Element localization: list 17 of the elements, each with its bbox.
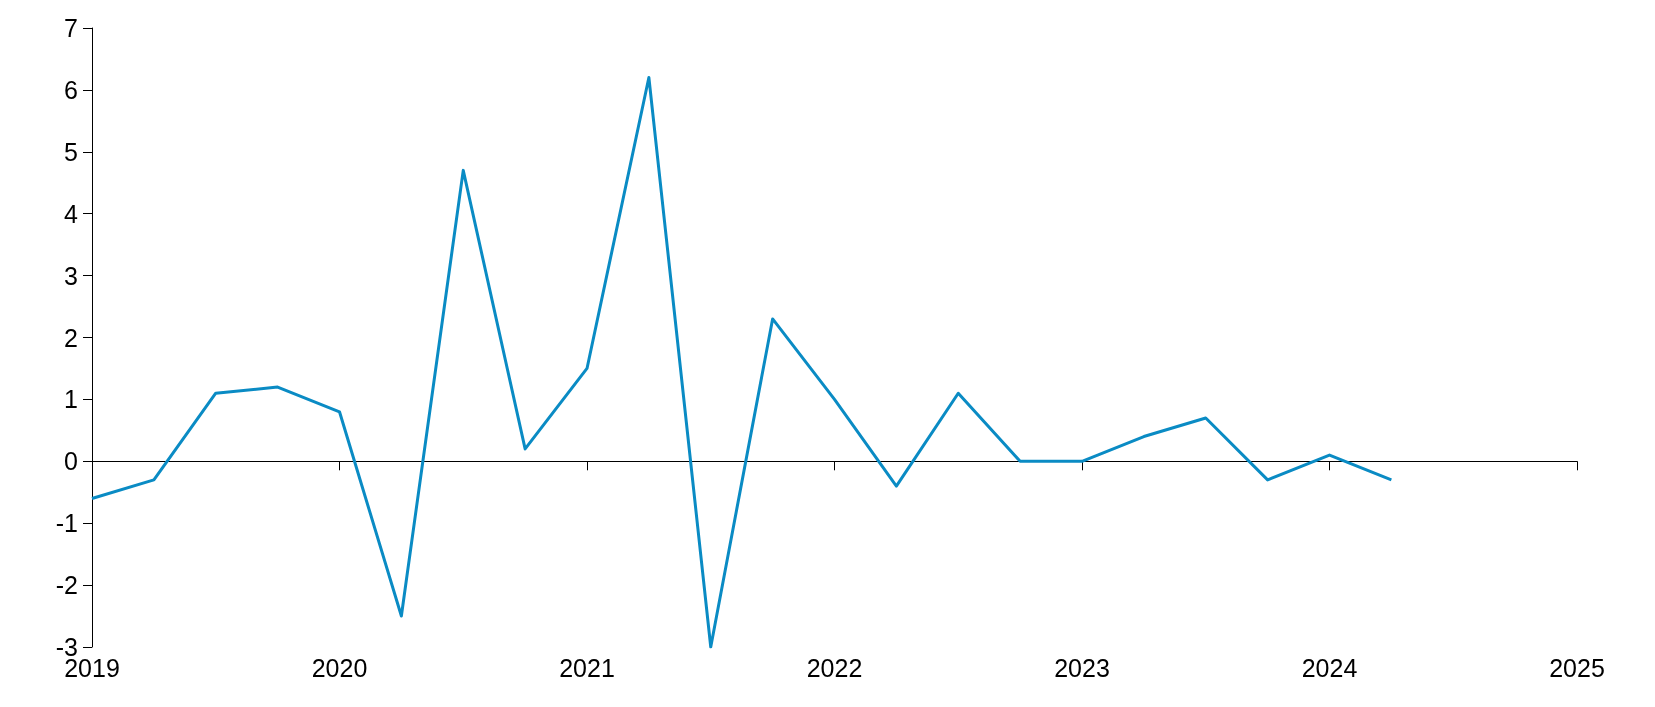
y-tick-label: 4 bbox=[64, 199, 79, 228]
x-tick-label: 2023 bbox=[1054, 653, 1110, 682]
y-tick-label: 1 bbox=[64, 385, 78, 414]
x-tick-label: 2024 bbox=[1301, 653, 1358, 682]
y-tick-label: 6 bbox=[64, 75, 78, 104]
y-tick-label: -2 bbox=[55, 571, 78, 600]
y-tick-label: 5 bbox=[64, 137, 78, 166]
y-tick-label: 7 bbox=[64, 14, 78, 42]
x-tick-label: 2025 bbox=[1549, 653, 1605, 682]
y-tick-label: 0 bbox=[64, 447, 78, 476]
x-tick-label: 2020 bbox=[311, 653, 368, 682]
y-tick-label: 2 bbox=[64, 323, 78, 352]
y-tick-label: 3 bbox=[64, 261, 78, 290]
y-tick-label: -1 bbox=[55, 509, 78, 538]
x-tick-label: 2022 bbox=[806, 653, 863, 682]
x-tick-label: 2021 bbox=[559, 653, 615, 682]
line-series bbox=[90, 76, 1393, 649]
